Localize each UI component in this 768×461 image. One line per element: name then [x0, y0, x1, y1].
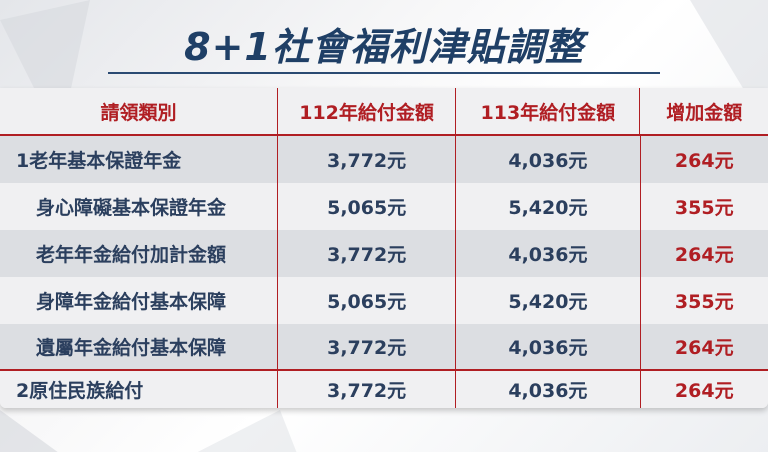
increase-cell: 264元 [639, 136, 768, 183]
category-cell: 1老年基本保證年金 [16, 150, 182, 172]
amount-112-cell: 5,065元 [277, 277, 455, 324]
amount-112-cell: 3,772元 [277, 230, 455, 277]
category-cell: 遺屬年金給付基本保障 [36, 337, 227, 359]
bottom-band [0, 452, 768, 461]
amount-113-cell: 4,036元 [455, 230, 639, 277]
increase-cell: 264元 [639, 324, 768, 369]
amount-112-cell: 5,065元 [277, 183, 455, 230]
table-row: 身心障礙基本保證年金 5,065元 5,420元 355元 [0, 183, 768, 230]
amount-113-cell: 4,036元 [455, 324, 639, 369]
header-increase: 增加金額 [639, 88, 768, 134]
increase-cell: 264元 [639, 230, 768, 277]
header-divider [0, 134, 768, 136]
table-header-row: 請領類別 112年給付金額 113年給付金額 增加金額 [0, 88, 768, 134]
increase-cell: 355元 [639, 277, 768, 324]
amount-113-cell: 4,036元 [455, 136, 639, 183]
page-title: 8+1社會福利津貼調整 [184, 25, 584, 69]
table-row: 老年年金給付加計金額 3,772元 4,036元 264元 [0, 230, 768, 277]
category-cell: 2原住民族給付 [16, 380, 144, 402]
category-cell: 身障年金給付基本保障 [36, 291, 227, 313]
section-divider [0, 369, 768, 371]
benefits-table: 請領類別 112年給付金額 113年給付金額 增加金額 1老年基本保證年金 3,7… [0, 88, 768, 408]
amount-113-cell: 4,036元 [455, 371, 639, 408]
table-row: 身障年金給付基本保障 5,065元 5,420元 355元 [0, 277, 768, 324]
category-cell: 老年年金給付加計金額 [36, 244, 227, 266]
amount-113-cell: 5,420元 [455, 183, 639, 230]
amount-112-cell: 3,772元 [277, 324, 455, 369]
header-category: 請領類別 [100, 101, 177, 124]
header-112: 112年給付金額 [276, 88, 455, 134]
table-row: 遺屬年金給付基本保障 3,772元 4,036元 264元 [0, 324, 768, 369]
title-underline [108, 72, 660, 74]
increase-cell: 355元 [639, 183, 768, 230]
amount-112-cell: 3,772元 [276, 136, 455, 183]
amount-112-cell: 3,772元 [276, 371, 455, 408]
table-row: 2原住民族給付 3,772元 4,036元 264元 [0, 371, 768, 408]
amount-113-cell: 5,420元 [455, 277, 639, 324]
header-113: 113年給付金額 [455, 88, 639, 134]
table-row: 1老年基本保證年金 3,772元 4,036元 264元 [0, 136, 768, 183]
increase-cell: 264元 [639, 371, 768, 408]
category-cell: 身心障礙基本保證年金 [36, 197, 227, 219]
